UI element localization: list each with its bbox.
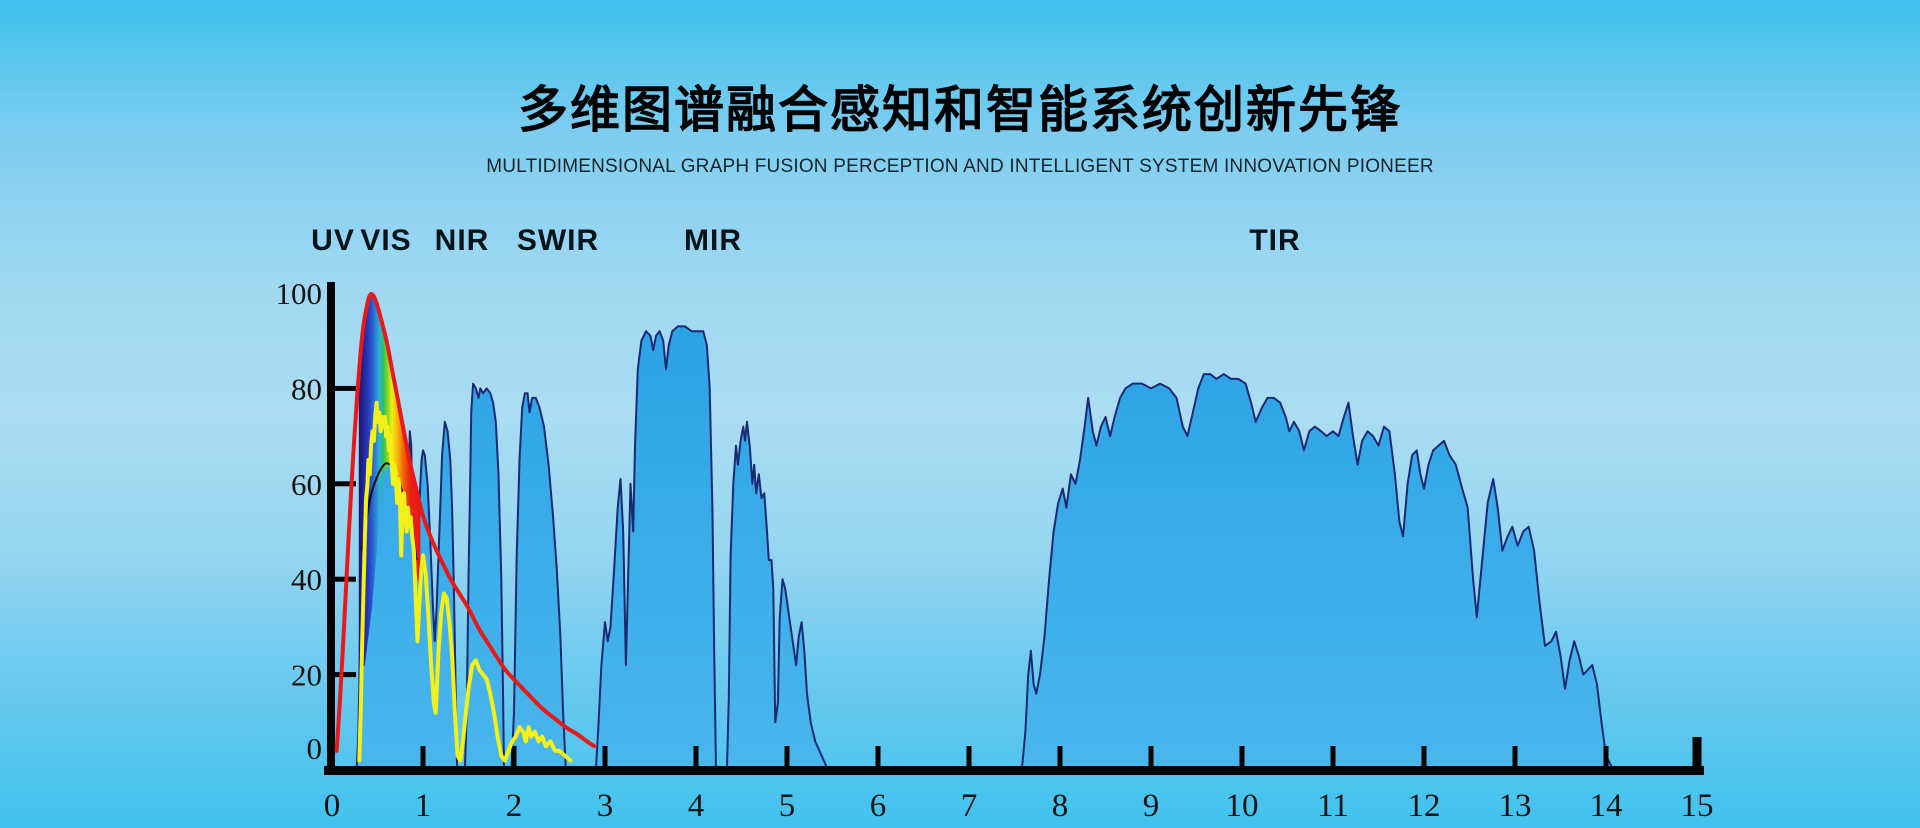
x-tick-label: 3 <box>597 788 614 824</box>
x-tick-label: 14 <box>1590 788 1623 824</box>
band-label-swir: SWIR <box>516 224 600 257</box>
x-tick-label: 12 <box>1408 788 1441 824</box>
transmission-window-area <box>594 325 717 773</box>
transmission-window-area <box>725 420 829 773</box>
ground-solar-spectrum-curve <box>357 400 573 763</box>
transmission-window-area <box>1020 373 1615 773</box>
y-tick-label: 80 <box>291 371 322 406</box>
band-label-uv: UV <box>311 224 355 257</box>
page-title: 多维图谱融合感知和智能系统创新先锋 <box>518 82 1402 138</box>
x-tick-label: 5 <box>779 788 796 824</box>
y-tick-label: 40 <box>291 562 322 597</box>
solar-blackbody-curve <box>334 291 597 753</box>
x-tick-label: 4 <box>688 788 705 824</box>
transmission-window-area <box>463 382 505 773</box>
page-subtitle: MULTIDIMENSIONAL GRAPH FUSION PERCEPTION… <box>486 156 1434 177</box>
x-tick-label: 10 <box>1226 788 1259 824</box>
y-tick-label: 100 <box>276 276 323 311</box>
x-tick-label: 6 <box>870 788 887 824</box>
y-tick-label: 20 <box>291 658 322 693</box>
x-axis-labels: 0 1 2 3 4 5 6 7 8 9 10 11 12 13 14 15 <box>324 788 1714 824</box>
band-label-nir: NIR <box>434 224 490 257</box>
x-tick-label: 9 <box>1143 788 1160 824</box>
band-label-mir: MIR <box>684 224 742 257</box>
x-tick-label: 1 <box>415 788 432 824</box>
x-tick-label: 8 <box>1052 788 1069 824</box>
visible-spectrum-rainbow <box>358 293 421 675</box>
x-tick-label: 11 <box>1317 788 1349 824</box>
x-tick-label: 2 <box>506 788 523 824</box>
band-label-tir: TIR <box>1249 224 1301 257</box>
x-tick-label: 15 <box>1681 788 1714 824</box>
x-tick-label: 7 <box>961 788 978 824</box>
transmission-window-area <box>510 392 567 773</box>
x-tick-label: 13 <box>1499 788 1532 824</box>
axes <box>324 282 1704 775</box>
y-tick-label: 0 <box>307 731 323 766</box>
y-tick-label: 60 <box>291 467 322 502</box>
y-axis-labels: 0 20 40 60 80 100 <box>276 276 323 766</box>
band-label-vis: VIS <box>360 224 412 257</box>
x-tick-label: 0 <box>324 788 341 824</box>
